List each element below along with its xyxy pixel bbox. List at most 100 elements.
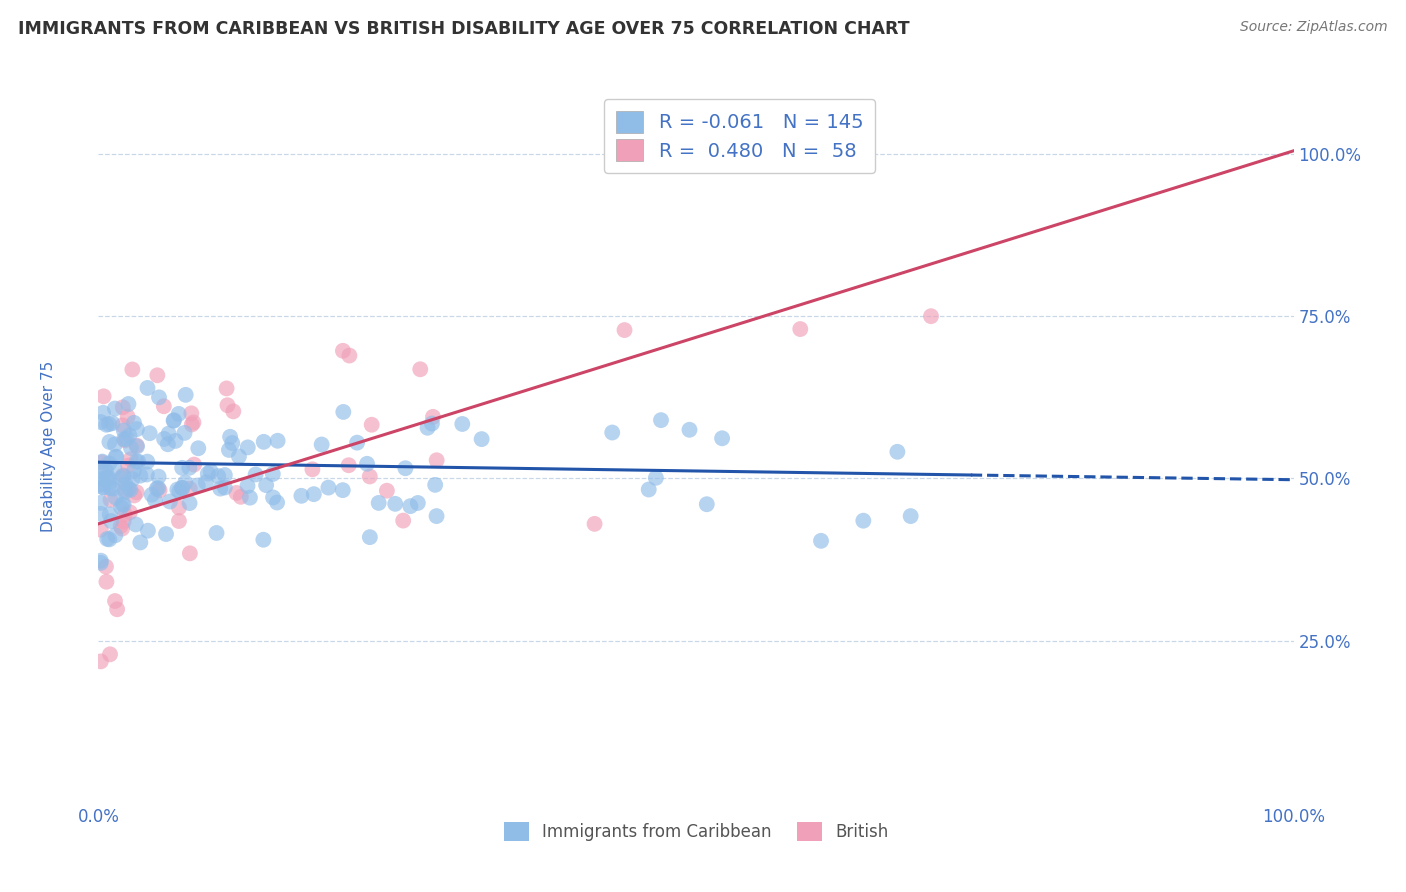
Point [90,554,112,568]
Point [104,401,127,416]
Point [118,505,141,519]
Point [194,475,217,490]
Point [146,368,169,383]
Point [111,522,134,536]
Point [222,404,245,418]
Point [114,483,136,497]
Point [94,559,117,574]
Point [114,476,136,491]
Point [97,471,120,485]
Point [207,469,229,483]
Point [120,441,142,455]
Point [174,388,197,402]
Point [98,434,121,449]
Point [153,432,176,446]
Point [179,546,201,560]
Point [172,481,194,495]
Point [239,491,262,505]
Point [104,594,127,608]
Point [179,460,201,475]
Point [146,482,169,496]
Point [117,458,139,473]
Point [96,532,118,546]
Point [174,475,197,490]
Point [218,442,240,457]
Point [91,472,114,486]
Point [111,418,134,433]
Point [136,381,159,395]
Point [125,454,148,468]
Point [148,481,170,495]
Point [696,497,718,511]
Point [127,454,149,468]
Point [644,471,666,485]
Point [112,432,135,446]
Point [789,322,811,336]
Point [179,482,201,496]
Point [100,514,122,528]
Point [122,416,145,430]
Point [124,488,146,502]
Point [98,475,121,490]
Point [156,437,179,451]
Point [852,514,875,528]
Point [302,487,325,501]
Point [143,492,166,507]
Point [90,496,112,510]
Point [136,455,159,469]
Point [100,492,122,507]
Text: Source: ZipAtlas.com: Source: ZipAtlas.com [1240,20,1388,34]
Point [91,480,114,494]
Point [111,497,134,511]
Point [141,488,163,502]
Point [103,461,125,475]
Text: Disability Age Over 75: Disability Age Over 75 [41,360,56,532]
Point [125,438,148,452]
Point [125,485,148,500]
Point [170,481,193,495]
Point [406,496,429,510]
Point [678,423,700,437]
Point [920,309,942,323]
Point [90,507,112,521]
Point [129,535,152,549]
Point [600,425,623,440]
Point [253,434,276,449]
Point [110,519,132,533]
Point [112,468,135,483]
Point [219,430,242,444]
Point [311,437,333,451]
Point [117,409,139,424]
Point [711,431,734,445]
Point [332,343,354,358]
Point [104,450,127,464]
Point [172,460,194,475]
Point [409,362,432,376]
Point [425,509,447,524]
Point [252,533,274,547]
Point [98,648,121,662]
Point [98,508,121,522]
Point [245,467,267,482]
Point [111,401,134,415]
Point [217,398,239,412]
Point [187,442,209,456]
Point [101,416,124,430]
Point [221,436,243,450]
Point [225,486,247,500]
Point [118,482,141,496]
Point [215,381,238,395]
Point [96,417,118,432]
Point [810,533,832,548]
Point [359,469,381,483]
Point [94,463,117,477]
Point [90,523,112,537]
Point [155,527,177,541]
Point [290,489,312,503]
Legend: Immigrants from Caribbean, British: Immigrants from Caribbean, British [498,815,894,848]
Point [110,500,132,515]
Point [91,406,114,420]
Point [346,435,368,450]
Point [173,425,195,440]
Point [356,457,378,471]
